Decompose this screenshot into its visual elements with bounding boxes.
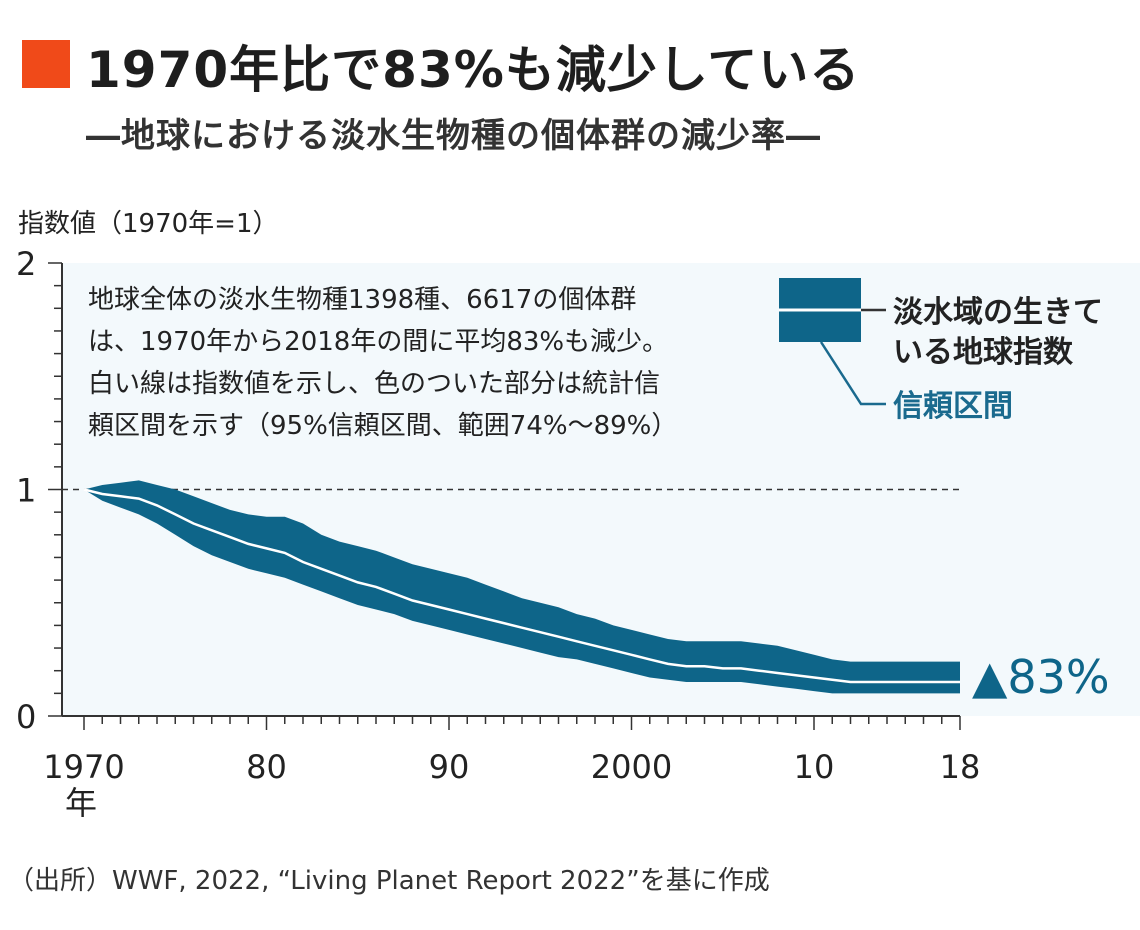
annotation-line-2: は、1970年から2018年の間に平均83%も減少。 — [88, 327, 668, 357]
legend: 淡水域の生きて いる地球指数 信頼区間 — [779, 278, 1103, 424]
x-tick-label: 18 — [940, 748, 981, 786]
y-tick-label: 0 — [16, 698, 36, 736]
confidence-band — [84, 480, 960, 694]
legend-index-label-2: いる地球指数 — [893, 335, 1074, 370]
y-axis-label: 指数値（1970年=1） — [18, 209, 279, 239]
page-title: 1970年比で83%も減少している — [86, 41, 861, 99]
annotation-line-3: 白い線は指数値を示し、色のついた部分は統計信 — [88, 369, 660, 399]
decline-label: ▲83% — [972, 650, 1110, 704]
legend-ci-label: 信頼区間 — [893, 389, 1013, 424]
series-layer — [83, 480, 960, 694]
annotation-line-1: 地球全体の淡水生物種1398種、6617の個体群 — [88, 285, 636, 315]
legend-index-label-1: 淡水域の生きて — [893, 295, 1103, 330]
axis-layer: 0 1 2 1970 80 90 2000 10 18 年 — [16, 245, 980, 822]
x-tick-label: 80 — [246, 748, 287, 786]
y-tick-label: 2 — [16, 245, 36, 283]
title-accent-square — [22, 40, 70, 88]
annotation-line-4: 頼区間を示す（95%信頼区間、範囲74%～89%） — [88, 411, 677, 441]
annotation-text: 地球全体の淡水生物種1398種、6617の個体群 は、1970年から2018年の… — [88, 285, 677, 441]
x-tick-label: 1970 — [43, 748, 124, 786]
source-note: （出所）WWF, 2022, “Living Planet Report 202… — [8, 866, 770, 896]
x-tick-label: 2000 — [591, 748, 672, 786]
x-tick-label: 10 — [794, 748, 835, 786]
index-line — [83, 488, 960, 684]
legend-leader-ci — [819, 341, 886, 406]
page-subtitle: ―地球における淡水生物種の個体群の減少率― — [86, 116, 821, 156]
y-tick-label: 1 — [16, 472, 36, 510]
x-tick-label: 90 — [429, 748, 470, 786]
x-unit-label: 年 — [65, 784, 97, 822]
